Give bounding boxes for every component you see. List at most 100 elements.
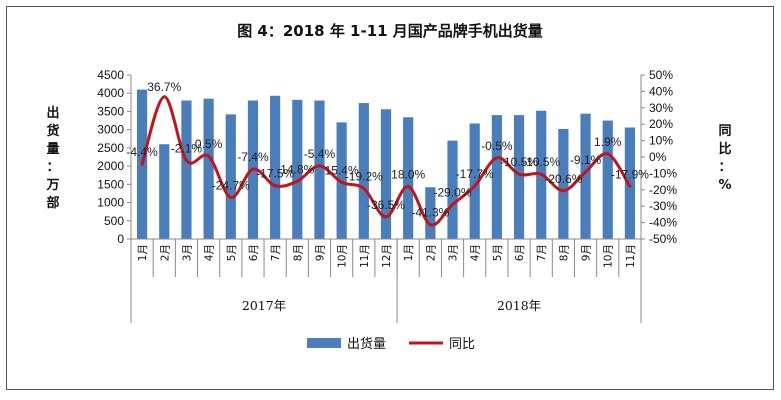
y2-tick-label: -20% (649, 183, 677, 197)
category-label: 7月 (536, 244, 548, 261)
yoy-point-1 (140, 162, 144, 166)
bar-11 (358, 103, 369, 239)
group-label: 2018年 (497, 298, 541, 313)
bar-16 (469, 123, 480, 239)
yoy-point-22 (606, 152, 610, 156)
bar-13 (403, 117, 414, 239)
axes: 0 500 1000 1500 2000 2500 3000 3500 4000 4500 -50%… (97, 68, 677, 323)
y-axis-label: 出货量：万部 (45, 105, 59, 211)
y2-axis-label: 同比：% (718, 124, 731, 193)
yoy-data-label: -29.0% (434, 186, 472, 200)
yoy-point-9 (317, 164, 321, 168)
y-tick-label: 3000 (97, 123, 124, 137)
yoy-data-label: 15.4% (325, 163, 359, 177)
yoy-data-label: -2.1% (171, 141, 203, 155)
category-label: 10月 (603, 244, 615, 268)
legend-label-line: 同比 (449, 337, 475, 352)
yoy-data-label: 14.8% (280, 162, 314, 176)
bar-7 (270, 95, 281, 239)
yoy-point-21 (584, 170, 588, 174)
bar-2 (159, 144, 170, 239)
yoy-point-10 (340, 180, 344, 184)
yoy-data-label: -20.6% (544, 172, 582, 186)
yoy-point-2 (162, 95, 166, 99)
y2-tick-label: 0% (649, 150, 667, 164)
bar-14 (425, 187, 436, 239)
category-label: 5月 (492, 244, 504, 261)
yoy-point-14 (428, 223, 432, 227)
yoy-data-label: 36.7% (147, 80, 181, 94)
yoy-point-20 (561, 189, 565, 193)
yoy-data-label: -17.9% (611, 167, 649, 181)
yoy-data-label: -17.7% (456, 167, 494, 181)
bar-12 (380, 109, 392, 239)
y-tick-label: 4500 (97, 68, 124, 82)
y-axis-title: 出货量：万部 (45, 105, 59, 211)
category-label: 6月 (514, 244, 526, 261)
y2-tick-label: -10% (649, 166, 677, 180)
category-label: 4月 (204, 244, 216, 261)
y2-tick-label: 50% (649, 68, 673, 82)
category-label: 3月 (181, 244, 193, 261)
y2-tick-label: -30% (649, 199, 677, 213)
y2-tick-label: 30% (649, 101, 673, 115)
yoy-data-label: -17.5% (256, 167, 294, 181)
bar-15 (447, 140, 458, 239)
category-label: 4月 (470, 244, 482, 261)
y2-tick-label: -40% (649, 216, 677, 230)
category-label: 8月 (558, 244, 570, 261)
yoy-data-label: -10.5% (522, 155, 560, 169)
yoy-data-label: -24.7% (212, 179, 250, 193)
category-label: 2月 (159, 244, 171, 261)
y-tick-label: 2000 (97, 159, 124, 173)
chart: 图 4：2018 年 1-11 月国产品牌手机出货量 0 500 1000 1500 2… (45, 22, 731, 352)
bar-9 (314, 100, 325, 239)
bar-4 (203, 98, 214, 239)
bar-22 (602, 120, 613, 239)
category-label: 1月 (403, 244, 415, 261)
group-label: 2017年 (242, 298, 286, 313)
bar-18 (513, 115, 525, 239)
yoy-point-11 (362, 186, 366, 190)
category-label: 9月 (581, 244, 593, 261)
chart-frame: 图 4：2018 年 1-11 月国产品牌手机出货量 0 500 1000 1500 2… (6, 6, 774, 390)
yoy-point-23 (628, 184, 632, 188)
yoy-data-label: 0.5% (195, 137, 223, 151)
category-label: 1月 (137, 244, 149, 261)
bar-17 (491, 115, 502, 239)
yoy-point-17 (495, 156, 499, 160)
yoy-point-15 (451, 203, 455, 207)
y2-tick-label: 10% (649, 134, 673, 148)
yoy-point-12 (384, 215, 388, 219)
yoy-point-6 (251, 167, 255, 171)
category-label: 5月 (226, 244, 238, 261)
yoy-data-label: -10.5% (500, 155, 538, 169)
y-tick-label: 1500 (97, 177, 124, 191)
y-tick-label: 1000 (97, 196, 124, 210)
category-label: 6月 (248, 244, 260, 261)
bar-5 (225, 114, 236, 239)
yoy-point-8 (295, 179, 299, 183)
yoy-point-16 (473, 184, 477, 188)
bar-21 (580, 113, 591, 239)
y2-tick-label: -50% (649, 232, 677, 246)
bar-8 (292, 99, 303, 239)
y-tick-label: 4000 (97, 86, 124, 100)
yoy-point-5 (229, 196, 233, 200)
y-tick-label: 500 (104, 214, 124, 228)
yoy-data-label: 1.9% (594, 135, 622, 149)
y2-axis-title: 同比：% (718, 124, 731, 193)
yoy-point-4 (207, 154, 211, 158)
yoy-data-label: -19.2% (345, 169, 383, 183)
yoy-data-label: -41.3% (411, 206, 449, 220)
category-label: 3月 (448, 244, 460, 261)
category-label: 12月 (381, 244, 393, 268)
yoy-data-label: -9.1% (570, 153, 602, 167)
category-label: 8月 (292, 244, 304, 261)
data-labels: -4.4% 36.7% -2.1%0.5% -24.7% -7.4% -17.5%14.8… (126, 80, 649, 220)
y2-tick-label: 40% (649, 84, 673, 98)
line-series (140, 95, 632, 227)
yoy-data-label: 18.0% (391, 168, 425, 182)
category-label: 10月 (337, 244, 349, 268)
bar-3 (181, 100, 192, 239)
